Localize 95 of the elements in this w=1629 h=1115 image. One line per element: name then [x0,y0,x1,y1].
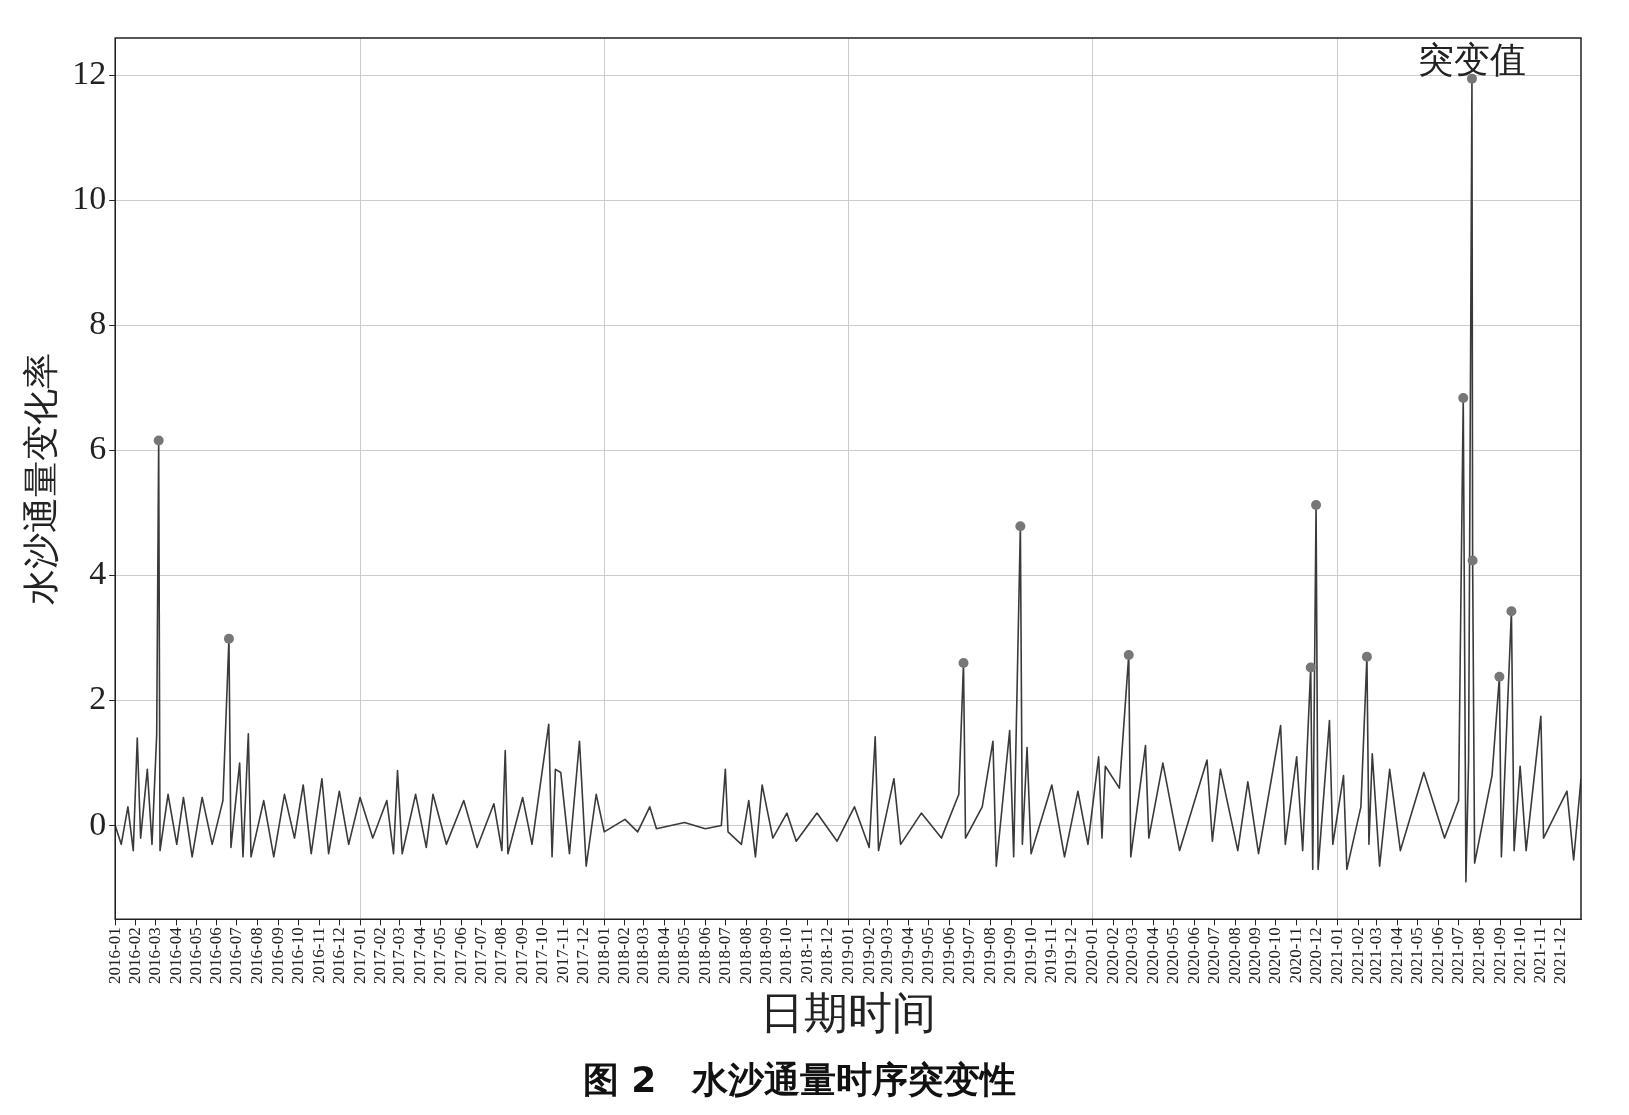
point [153,435,164,446]
x-tick-label: 2017-11 [552,927,572,984]
x-tick-label: 2018-11 [797,927,817,984]
x-tick-label: 2016-06 [206,927,226,985]
x-tick-label: 2016-10 [287,927,307,985]
x-tick-label: 2017-06 [450,927,470,985]
x-tick-label: 2020-02 [1102,927,1122,985]
x-tick-label: 2019-09 [1000,927,1020,985]
point [223,633,234,644]
x-tick-label: 2017-10 [532,927,552,985]
y-tick-label: 0 [89,804,107,842]
x-tick-label: 2019-08 [979,927,999,985]
x-tick-label: 2021-12 [1550,927,1570,985]
y-tick-label: 12 [72,54,107,92]
point [1305,662,1316,673]
y-tick-label: 8 [89,304,107,342]
y-tick-label: 10 [72,179,107,217]
point [1361,651,1372,662]
x-tick-label: 2021-10 [1509,927,1529,985]
y-axis-title: 水沙通量变化率 [21,352,62,605]
x-tick-label: 2018-04 [653,926,673,985]
x-tick-label: 2017-01 [349,927,369,985]
x-tick-label: 2020-09 [1245,927,1265,985]
y-tick-label: 4 [89,554,107,592]
point [1015,521,1026,532]
point [1311,499,1322,510]
x-tick-label: 2016-11 [308,927,328,984]
x-tick-label: 2018-05 [674,927,693,985]
x-tick-label: 2019-05 [918,927,938,985]
x-tick-label: 2021-08 [1468,927,1488,985]
x-tick-label: 2020-05 [1163,927,1183,985]
x-tick-label: 2021-03 [1366,927,1386,985]
x-tick-label: 2020-11 [1286,927,1306,984]
x-tick-label: 2021-09 [1489,927,1509,985]
x-tick-label: 2017-12 [572,927,592,985]
x-tick-label: 2016-08 [247,927,267,985]
x-tick-label: 2020-03 [1122,927,1142,985]
x-tick-label: 2018-12 [817,927,837,985]
x-tick-label: 2016-03 [144,927,164,985]
x-tick-label: 2016-01 [104,927,124,985]
x-tick-label: 2018-03 [633,927,653,985]
point [1123,649,1134,660]
x-tick-label: 2020-06 [1183,927,1203,985]
x-tick-label: 2020-01 [1082,927,1102,985]
x-tick-label: 2017-08 [491,927,511,985]
x-tick-label: 2017-05 [429,927,449,985]
x-tick-label: 2018-09 [756,927,776,985]
x-tick-label: 2020-07 [1203,926,1223,985]
x-tick-label: 2019-01 [837,927,857,985]
text: 图 2 水沙通量时序突变性 [582,1058,1017,1100]
x-tick-label: 2020-08 [1224,927,1244,985]
x-tick-label: 2016-12 [328,927,348,985]
x-tick-label: 2019-04 [898,926,918,985]
x-tick-label: 2021-07 [1448,926,1468,985]
point [958,658,969,669]
x-tick-label: 2019-06 [938,927,958,985]
x-tick-label: 2021-05 [1407,927,1427,985]
point [1494,671,1505,682]
x-tick-label: 2018-02 [614,927,634,985]
point [1467,555,1478,566]
x-tick-label: 2021-06 [1427,927,1447,985]
x-tick-label: 2020-04 [1142,926,1162,985]
x-axis-title: 日期时间 [760,988,937,1038]
point [1458,393,1469,404]
x-tick-label: 2016-02 [125,927,145,985]
x-tick-label: 2017-07 [470,926,490,985]
x-tick-label: 2021-01 [1326,927,1346,985]
series-label: 突变值 [1417,40,1526,81]
x-tick-label: 2019-03 [877,927,897,985]
x-tick-label: 2019-10 [1020,927,1040,985]
y-tick-label: 6 [89,429,107,467]
x-tick-label: 2021-11 [1530,927,1550,984]
x-tick-label: 2017-03 [389,927,408,985]
x-tick-label: 2020-10 [1265,927,1285,985]
x-tick-label: 2019-11 [1041,927,1061,984]
x-tick-label: 2018-10 [776,927,796,985]
y-tick-label: 2 [89,679,107,717]
x-tick-label: 2019-12 [1061,927,1081,985]
x-tick-label: 2018-01 [593,927,613,985]
x-tick-label: 2019-02 [858,927,878,985]
x-tick-label: 2021-02 [1347,927,1367,985]
x-tick-label: 2021-04 [1387,926,1407,985]
x-tick-label: 2016-04 [165,926,185,985]
x-tick-label: 2016-07 [226,926,246,985]
x-tick-label: 2017-04 [409,926,429,985]
x-tick-label: 2017-02 [370,927,390,985]
x-tick-label: 2016-05 [185,927,205,985]
point [1506,606,1517,617]
x-tick-label: 2017-09 [512,927,532,985]
x-tick-label: 2018-07 [714,926,734,985]
x-tick-label: 2018-06 [694,927,714,985]
x-tick-label: 2019-07 [958,926,978,985]
x-tick-label: 2016-09 [267,927,287,985]
x-tick-label: 2020-12 [1306,927,1326,985]
x-tick-label: 2018-08 [735,927,755,985]
